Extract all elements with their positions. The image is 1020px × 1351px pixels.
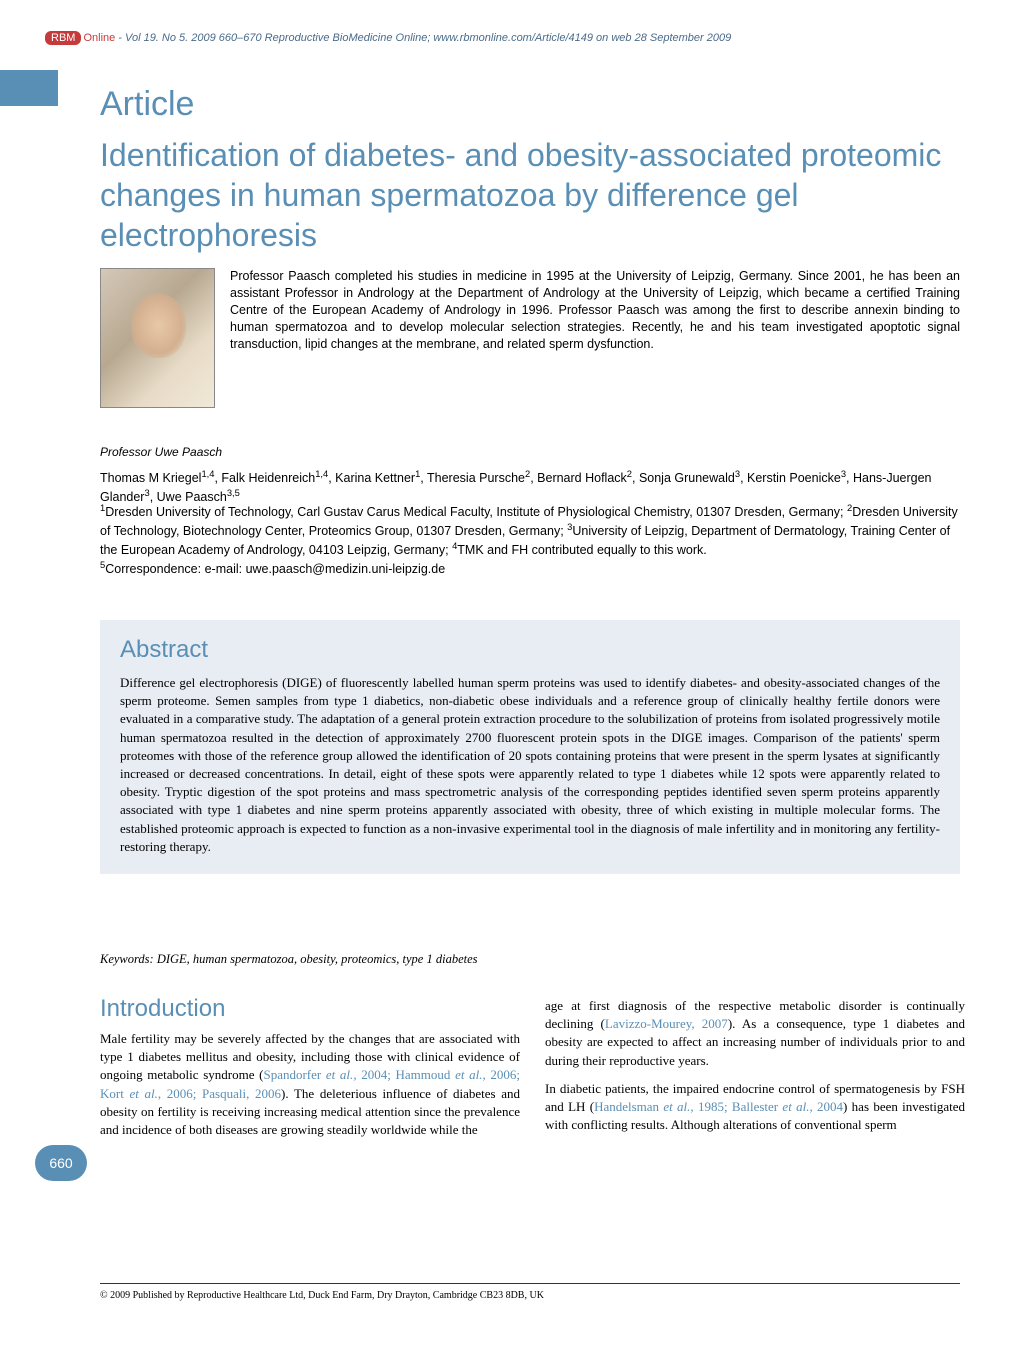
journal-header: RBMOnline - Vol 19. No 5. 2009 660–670 R… [45,32,975,44]
keywords: Keywords: DIGE, human spermatozoa, obesi… [100,952,478,967]
body-para-2: In diabetic patients, the impaired endoc… [545,1080,965,1135]
abstract-box: Abstract Difference gel electrophoresis … [100,620,960,874]
body-column-right: age at first diagnosis of the respective… [545,997,965,1144]
body-para-1: age at first diagnosis of the respective… [545,997,965,1070]
body-column-left: Male fertility may be severely affected … [100,1030,520,1139]
journal-online: Online [83,32,115,44]
side-accent-bar [0,70,58,106]
abstract-text: Difference gel electrophoresis (DIGE) of… [120,674,940,856]
article-type-label: Article [100,85,194,124]
author-photo-caption: Professor Uwe Paasch [100,445,222,459]
page-number-badge: 660 [35,1145,87,1181]
copyright-footer: © 2009 Published by Reproductive Healthc… [100,1283,960,1301]
author-bio: Professor Paasch completed his studies i… [230,268,960,352]
abstract-heading: Abstract [120,636,940,664]
introduction-heading: Introduction [100,995,225,1023]
author-photo [100,268,215,408]
journal-citation: - Vol 19. No 5. 2009 660–670 Reproductiv… [115,32,731,44]
article-title: Identification of diabetes- and obesity-… [100,135,960,255]
affiliations: 1Dresden University of Technology, Carl … [100,502,960,578]
journal-badge: RBM [45,31,81,45]
authors-list: Thomas M Kriegel1,4, Falk Heidenreich1,4… [100,468,960,506]
